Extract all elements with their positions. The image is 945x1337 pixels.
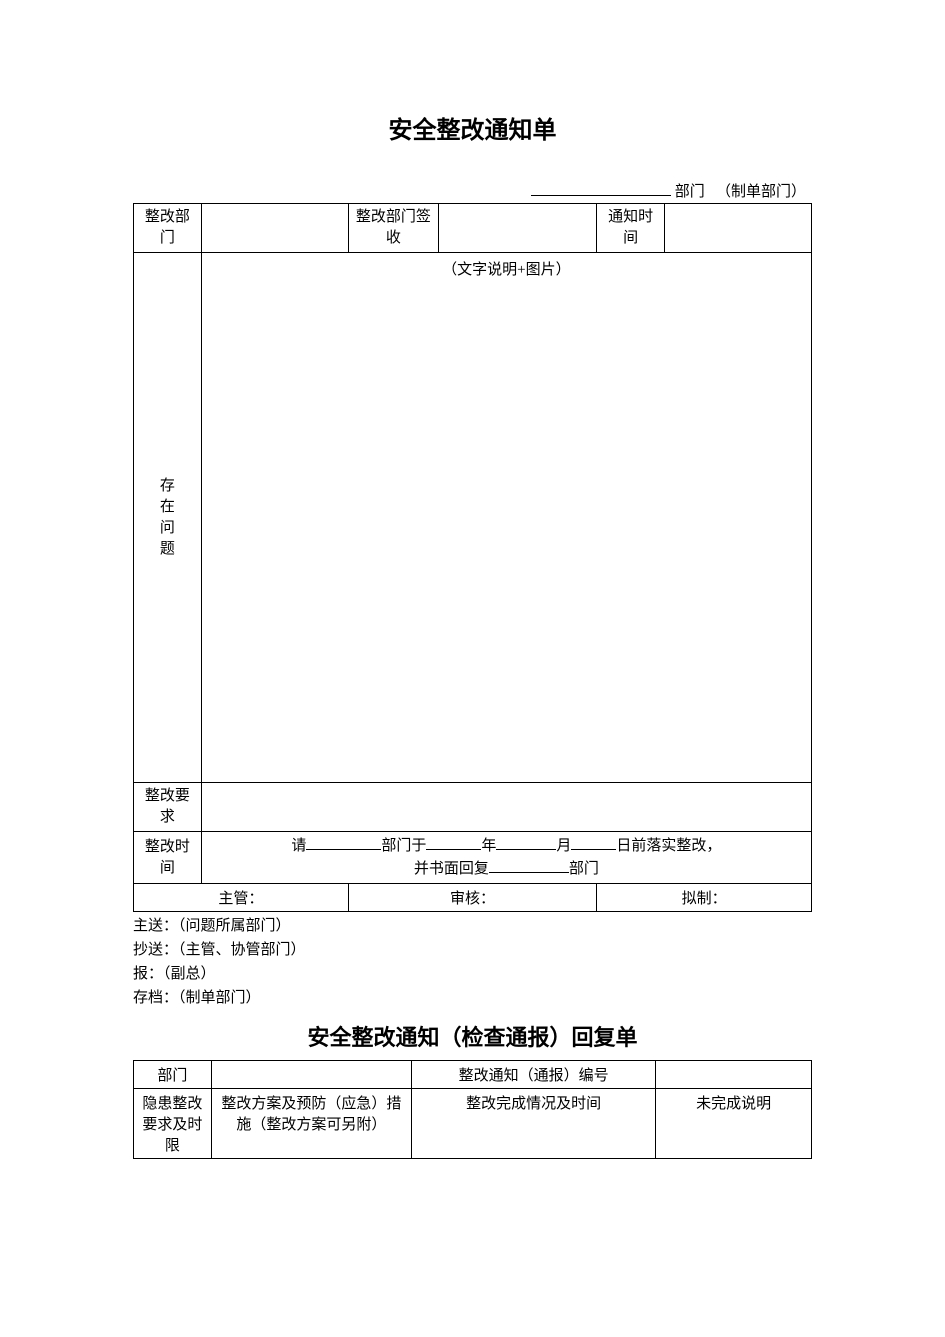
problems-hint: （文字说明+图片） <box>208 256 805 279</box>
reply-dept-label: 部门 <box>134 1061 212 1089</box>
reply-c3: 整改完成情况及时间 <box>411 1089 656 1159</box>
doc1-header-line: 部门 （制单部门） <box>133 180 812 201</box>
footer-line4: 存档：（制单部门） <box>133 986 812 1010</box>
cell-req-label: 整改要求 <box>134 783 202 832</box>
reply-c4: 未完成说明 <box>656 1089 812 1159</box>
row-problems: 存在问题 （文字说明+图片） <box>134 253 812 783</box>
row-header: 整改部门 整改部门签收 通知时间 <box>134 204 812 253</box>
row-signatures: 主管： 审核： 拟制： <box>134 884 812 912</box>
cell-time-label: 整改时间 <box>134 832 202 884</box>
doc1-form-table: 整改部门 整改部门签收 通知时间 存在问题 （文字说明+图片） 整改要求 整改时… <box>133 203 812 912</box>
cell-req-content <box>201 783 811 832</box>
cell-audit: 审核： <box>348 884 597 912</box>
reply-row2: 隐患整改要求及时限 整改方案及预防（应急）措施（整改方案可另附） 整改完成情况及… <box>134 1089 812 1159</box>
row-time: 整改时间 请部门于年月日前落实整改， 并书面回复部门 <box>134 832 812 884</box>
reply-c2: 整改方案及预防（应急）措施（整改方案可另附） <box>211 1089 411 1159</box>
cell-rect-dept-value <box>201 204 348 253</box>
doc2-reply-table: 部门 整改通知（通报）编号 隐患整改要求及时限 整改方案及预防（应急）措施（整改… <box>133 1060 812 1159</box>
cell-notify-time-value <box>665 204 812 253</box>
reply-c1: 隐患整改要求及时限 <box>134 1089 212 1159</box>
row-requirement: 整改要求 <box>134 783 812 832</box>
reply-row1: 部门 整改通知（通报）编号 <box>134 1061 812 1089</box>
cell-sign-value <box>439 204 597 253</box>
dept-suffix: 部门 <box>675 184 705 200</box>
issuer-note: （制单部门） <box>716 184 806 200</box>
cell-supervisor: 主管： <box>134 884 349 912</box>
cell-notify-time-label: 通知时间 <box>597 204 665 253</box>
doc1-title: 安全整改通知单 <box>133 110 812 145</box>
reply-number-value <box>656 1061 812 1089</box>
cell-problems-label: 存在问题 <box>134 253 202 783</box>
cell-time-content: 请部门于年月日前落实整改， 并书面回复部门 <box>201 832 811 884</box>
doc2-title: 安全整改通知（检查通报）回复单 <box>133 1020 812 1052</box>
cell-rect-dept-label: 整改部门 <box>134 204 202 253</box>
footer-line2: 抄送：（主管、协管部门） <box>133 938 812 962</box>
cell-problems-content: （文字说明+图片） <box>201 253 811 783</box>
cell-sign-label: 整改部门签收 <box>348 204 438 253</box>
footer-line3: 报：（副总） <box>133 962 812 986</box>
reply-dept-value <box>211 1061 411 1089</box>
dept-blank <box>531 181 671 196</box>
reply-number-label: 整改通知（通报）编号 <box>411 1061 656 1089</box>
doc1-footer-notes: 主送：（问题所属部门） 抄送：（主管、协管部门） 报：（副总） 存档：（制单部门… <box>133 914 812 1010</box>
cell-draft: 拟制： <box>597 884 812 912</box>
footer-line1: 主送：（问题所属部门） <box>133 914 812 938</box>
